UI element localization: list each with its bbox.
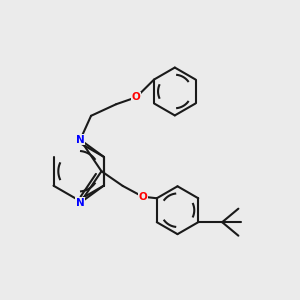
Text: O: O (132, 92, 141, 102)
Text: N: N (76, 198, 85, 208)
Text: N: N (76, 135, 85, 145)
Text: O: O (138, 192, 147, 202)
